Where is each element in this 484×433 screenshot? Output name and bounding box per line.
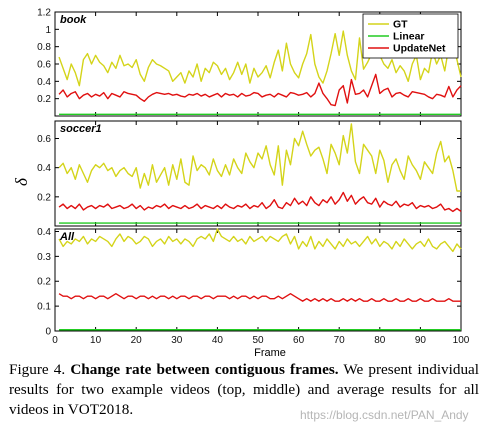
caption-text: We present individual results for two ex… — [9, 361, 479, 418]
y-tick-label: 0.6 — [37, 134, 51, 145]
watermark: https://blog.csdn.net/PAN_Andy — [300, 408, 469, 422]
y-tick-label: 0.6 — [37, 60, 51, 71]
series-updatenet-line — [58, 191, 462, 213]
series-gt-line — [58, 123, 461, 192]
panel-title: All — [59, 231, 75, 243]
series-updatenet-line — [58, 292, 461, 302]
x-tick-label: 100 — [453, 335, 470, 346]
panel-soccer1: 0.2 0.4 0.6 soccer1 — [37, 120, 462, 227]
x-tick-label: 90 — [415, 335, 427, 346]
y-tick-label: 0.4 — [37, 77, 51, 88]
legend-label: Linear — [393, 31, 425, 43]
x-tick-label: 0 — [52, 335, 58, 346]
y-tick-label: 0.4 — [37, 163, 51, 174]
panel-title: soccer1 — [60, 123, 102, 135]
x-tick-label: 40 — [212, 335, 224, 346]
x-tick-label: 30 — [171, 335, 183, 346]
series-updatenet-line — [58, 73, 462, 107]
y-tick-label: 0.4 — [37, 227, 51, 238]
x-tick-label: 20 — [131, 335, 143, 346]
caption-bold: Change rate between contiguous frames. — [70, 361, 339, 378]
x-axis-title: Frame — [254, 347, 286, 358]
y-tick-label: 1 — [45, 25, 51, 36]
legend-label: GT — [393, 19, 408, 31]
y-tick-label: 0.3 — [37, 252, 51, 263]
y-tick-label: 0.1 — [37, 302, 51, 313]
y-tick-label: 0.2 — [37, 94, 51, 105]
panel-title: book — [60, 14, 87, 26]
y-tick-label: 0.8 — [37, 42, 51, 53]
x-tick-label: 60 — [293, 335, 305, 346]
y-tick-label: 0.2 — [37, 192, 51, 203]
x-tick-label: 10 — [90, 335, 102, 346]
series-gt-line — [58, 228, 462, 253]
panel-All: 0 0.1 0.2 0.3 0.4 0 10 20 30 40 50 60 70 80 90 100 All — [37, 227, 470, 346]
y-tick-label: 0.2 — [37, 277, 51, 288]
x-tick-label: 80 — [374, 335, 386, 346]
panel-frame — [54, 120, 462, 227]
panel-frame — [54, 228, 462, 332]
legend-label: UpdateNet — [393, 43, 446, 55]
x-tick-label: 50 — [252, 335, 264, 346]
x-tick-label: 70 — [334, 335, 346, 346]
y-tick-label: 0 — [45, 327, 51, 338]
series-gt-line — [58, 24, 462, 87]
y-tick-label: 1.2 — [37, 8, 51, 19]
y-axis-title: δ — [12, 177, 31, 186]
figure-caption: Figure 4. Change rate between contiguous… — [9, 360, 479, 420]
caption-label: Figure 4. — [9, 361, 66, 378]
